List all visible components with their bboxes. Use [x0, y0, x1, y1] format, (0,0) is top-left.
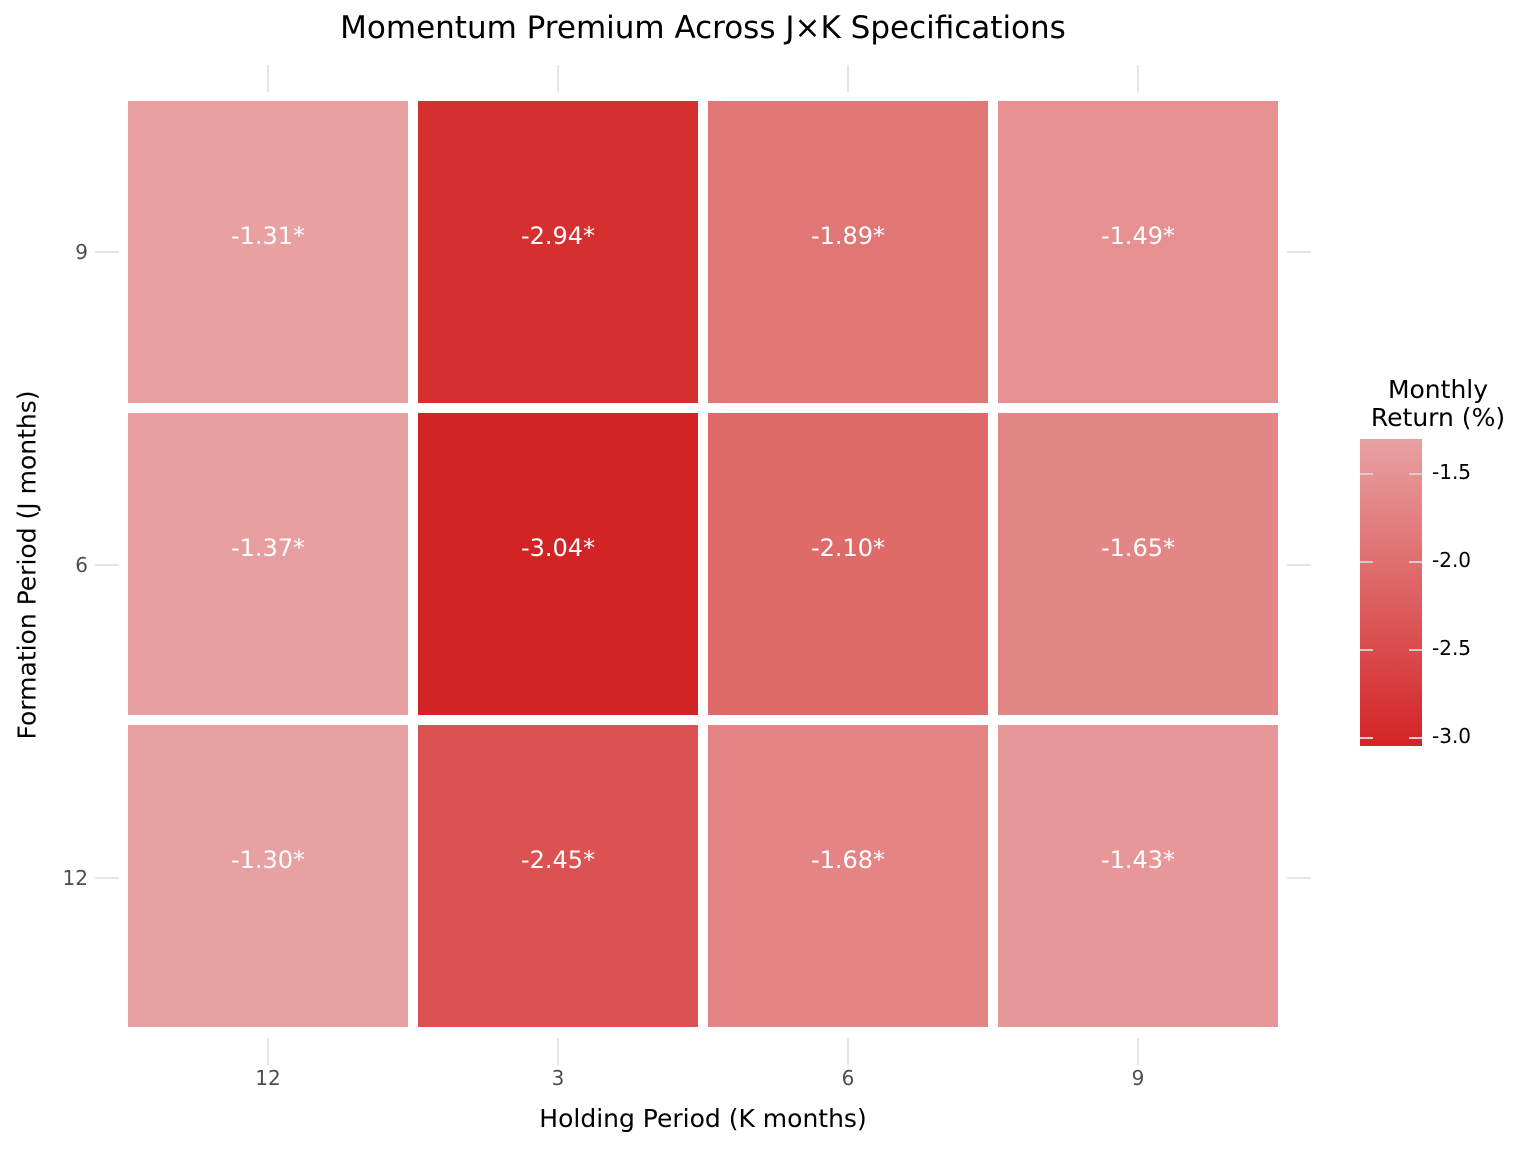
legend-tick	[1409, 561, 1422, 563]
y-tick-left	[95, 564, 119, 566]
x-tick-label: 12	[255, 1066, 281, 1090]
legend-tick-label: -1.5	[1432, 460, 1472, 484]
x-tick-top	[847, 65, 849, 92]
y-tick-label: 12	[62, 866, 88, 890]
heatmap-cell: -3.04*	[418, 413, 698, 715]
legend-tick-label: -2.0	[1432, 548, 1472, 572]
x-tick-top	[267, 65, 269, 92]
legend-tick	[1360, 649, 1373, 651]
heatmap-cell: -1.89*	[708, 101, 988, 403]
y-tick-left	[95, 251, 119, 253]
legend-tick-label: -3.0	[1432, 724, 1472, 748]
heatmap-cell: -1.37*	[128, 413, 408, 715]
cell-label: -1.49*	[1100, 222, 1176, 250]
x-tick-bottom	[1137, 1038, 1139, 1065]
cell-label: -1.37*	[230, 534, 306, 562]
heatmap-cell: -1.31*	[128, 101, 408, 403]
legend-tick	[1360, 473, 1373, 475]
cell-label: -3.04*	[520, 534, 596, 562]
heatmap-cell: -2.45*	[418, 725, 698, 1027]
y-tick-right	[1287, 877, 1311, 879]
heatmap-cell: -1.49*	[998, 101, 1278, 403]
y-tick-label: 6	[75, 553, 88, 577]
legend-title: Monthly Return (%)	[1340, 376, 1536, 432]
y-tick-left	[95, 877, 119, 879]
cell-label: -1.30*	[230, 846, 306, 874]
heatmap-cell: -2.94*	[418, 101, 698, 403]
y-axis-title: Formation Period (J months)	[12, 390, 42, 740]
heatmap-cell: -1.65*	[998, 413, 1278, 715]
cell-label: -1.68*	[810, 846, 886, 874]
cell-label: -2.10*	[810, 534, 886, 562]
cell-label: -2.94*	[520, 222, 596, 250]
y-tick-right	[1287, 251, 1311, 253]
legend-tick	[1360, 737, 1373, 739]
x-axis-title: Holding Period (K months)	[539, 1104, 867, 1133]
y-tick-label: 9	[75, 240, 88, 264]
legend-title-line2: Return (%)	[1370, 403, 1506, 432]
legend-tick-label: -2.5	[1432, 636, 1472, 660]
heatmap-cell: -1.68*	[708, 725, 988, 1027]
x-tick-top	[557, 65, 559, 92]
legend-tick	[1409, 473, 1422, 475]
legend-tick	[1360, 561, 1373, 563]
legend-title-line1: Monthly	[1387, 375, 1489, 404]
heatmap-cell: -1.43*	[998, 725, 1278, 1027]
legend-colorbar	[1360, 439, 1422, 746]
heatmap-cell: -2.10*	[708, 413, 988, 715]
x-tick-bottom	[557, 1038, 559, 1065]
x-tick-bottom	[267, 1038, 269, 1065]
cell-label: -1.43*	[1100, 846, 1176, 874]
legend-tick	[1409, 649, 1422, 651]
x-tick-label: 3	[551, 1066, 565, 1090]
x-tick-label: 6	[841, 1066, 855, 1090]
cell-label: -1.89*	[810, 222, 886, 250]
x-tick-label: 9	[1131, 1066, 1145, 1090]
y-tick-right	[1287, 564, 1311, 566]
legend-tick	[1409, 737, 1422, 739]
cell-label: -1.65*	[1100, 534, 1176, 562]
cell-label: -1.31*	[230, 222, 306, 250]
x-tick-bottom	[847, 1038, 849, 1065]
chart-title: Momentum Premium Across J×K Specificatio…	[340, 10, 1066, 46]
heatmap-cell: -1.30*	[128, 725, 408, 1027]
cell-label: -2.45*	[520, 846, 596, 874]
x-tick-top	[1137, 65, 1139, 92]
